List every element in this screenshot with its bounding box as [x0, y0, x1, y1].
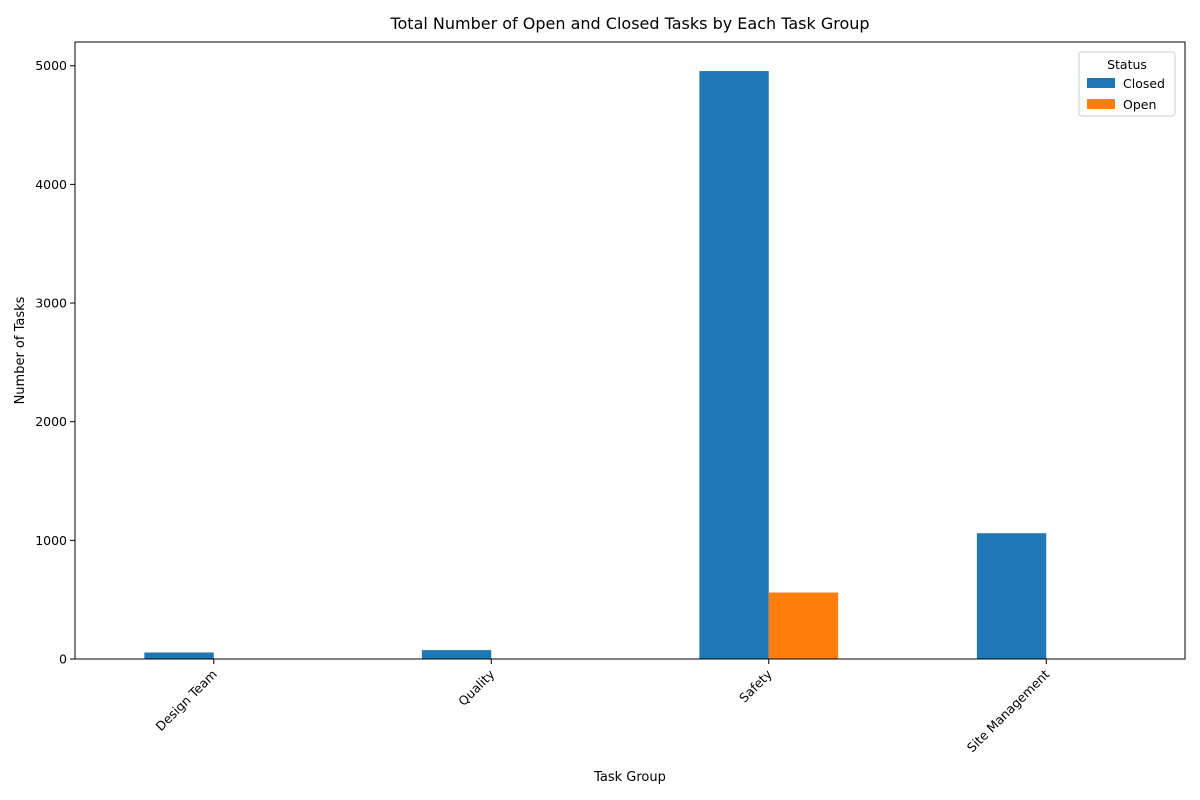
legend: Status Closed Open	[1078, 51, 1176, 117]
x-axis-label: Task Group	[593, 770, 666, 785]
legend-label-open: Open	[1123, 97, 1156, 112]
x-axis: Design Team Quality Safety Site Management	[153, 659, 1053, 755]
bar-quality-closed	[421, 650, 492, 659]
y-tick-label-4000: 4000	[35, 177, 67, 192]
y-tick-label-5000: 5000	[35, 58, 67, 73]
chart-title: Total Number of Open and Closed Tasks by…	[389, 14, 869, 33]
plot-frame	[74, 41, 1186, 660]
bar-safety-open	[768, 592, 839, 659]
y-tick-label-0: 0	[59, 652, 67, 667]
x-tick-label-quality: Quality	[455, 666, 498, 709]
y-tick-label-2000: 2000	[35, 414, 67, 429]
legend-swatch-open	[1087, 99, 1115, 109]
legend-items: Closed Open	[1087, 76, 1165, 112]
legend-label-closed: Closed	[1123, 76, 1165, 91]
bar-safety-closed	[699, 71, 769, 659]
y-tick-label-1000: 1000	[35, 533, 67, 548]
legend-title: Status	[1107, 57, 1147, 72]
y-tick-label-3000: 3000	[35, 296, 67, 311]
legend-swatch-closed	[1087, 78, 1115, 88]
bar-design-team-closed	[144, 652, 214, 659]
y-axis: 0 1000 2000 3000 4000 5000	[35, 58, 75, 667]
bar-site-management-closed	[976, 533, 1047, 659]
x-tick-label-safety: Safety	[736, 666, 775, 705]
y-axis-label: Number of Tasks	[13, 296, 28, 404]
bars-group	[144, 71, 1047, 659]
x-tick-label-site-management: Site Management	[964, 666, 1053, 755]
x-tick-label-design-team: Design Team	[153, 667, 220, 734]
